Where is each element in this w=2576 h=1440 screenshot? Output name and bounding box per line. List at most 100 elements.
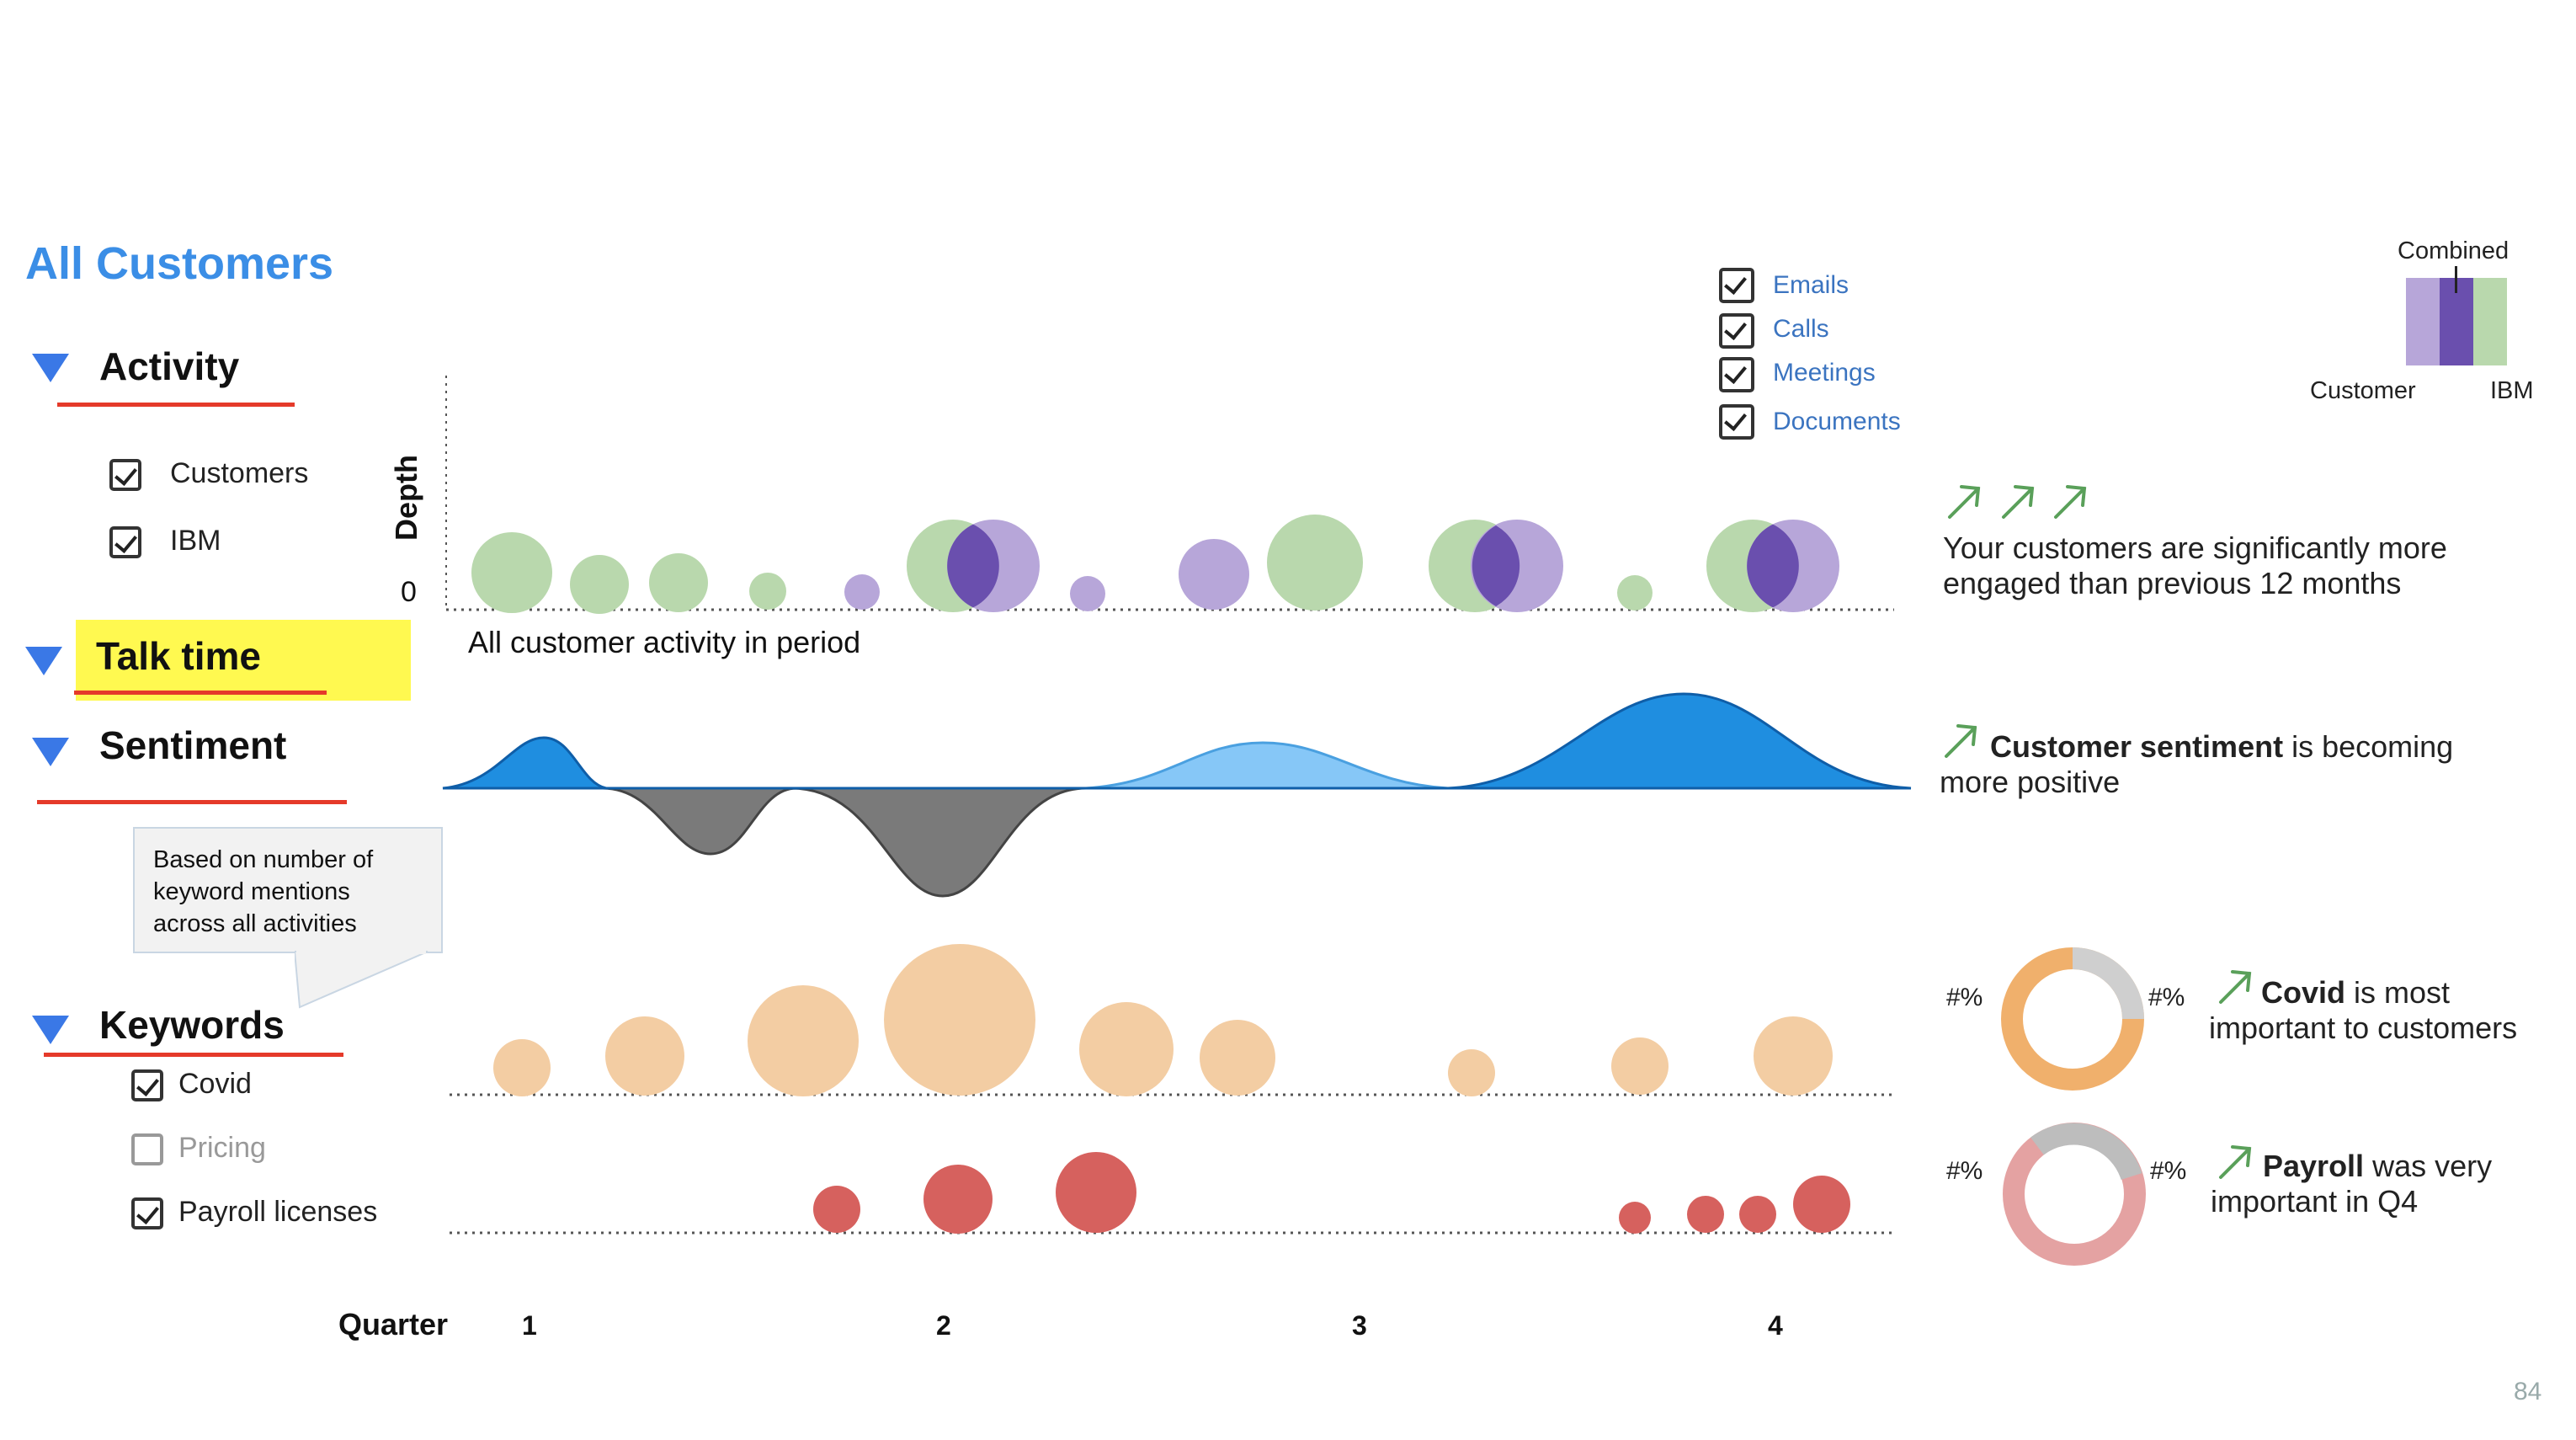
payroll-bubble	[1739, 1196, 1776, 1233]
payroll-bubble	[813, 1186, 860, 1233]
payroll-bubble	[1793, 1176, 1850, 1233]
insight-payroll: Payroll was very important in Q4	[2211, 1149, 2492, 1219]
page-title: All Customers	[25, 238, 334, 289]
activity-bubble-overlap	[1706, 520, 1839, 612]
insight-activity: Your customers are significantly more en…	[1943, 531, 2447, 601]
activity-bubble-customer	[844, 574, 880, 610]
quarter-tick-1: 1	[522, 1310, 537, 1341]
tooltip-line: across all activities	[153, 910, 357, 937]
checkbox-ibm[interactable]	[109, 526, 141, 558]
checkbox-meetings[interactable]	[1719, 357, 1754, 392]
insight-line: more positive	[1940, 765, 2121, 799]
covid-bubble	[1200, 1020, 1275, 1096]
activity-bubble-ibm	[1617, 575, 1653, 611]
legend-meetings-label: Meetings	[1773, 359, 1876, 387]
filter-ibm-label: IBM	[170, 525, 221, 557]
sentiment-negative-dip	[602, 787, 797, 856]
trend-arrow-icon	[2219, 970, 2252, 1004]
talk-time-highlight	[76, 620, 411, 701]
activity-underline	[57, 403, 295, 407]
legend-customer-swatch	[2406, 278, 2440, 365]
quarter-tick-4: 4	[1768, 1310, 1783, 1341]
filter-pricing-label: Pricing	[178, 1132, 266, 1164]
quarter-tick-2: 2	[936, 1310, 951, 1341]
legend-combined-label: Combined	[2398, 237, 2509, 264]
collapse-triangle-icon[interactable]	[32, 354, 69, 382]
section-keywords-title[interactable]: Keywords	[99, 1003, 285, 1047]
payroll-bubble	[1056, 1152, 1136, 1233]
payroll-bubble	[1619, 1202, 1651, 1234]
filter-customers-label: Customers	[170, 457, 309, 489]
checkbox-calls[interactable]	[1719, 313, 1754, 349]
payroll-bubble	[1687, 1196, 1724, 1233]
y-axis-label: Depth	[389, 455, 423, 541]
filter-covid-label: Covid	[178, 1068, 252, 1100]
talk-time-underline	[74, 691, 327, 695]
insight-bold: Payroll	[2263, 1149, 2365, 1183]
checkbox-documents[interactable]	[1719, 404, 1754, 440]
legend-calls-label: Calls	[1773, 315, 1829, 343]
legend-ibm-label: IBM	[2490, 377, 2534, 404]
covid-bubble	[1611, 1037, 1669, 1095]
legend-ibm-swatch	[2473, 278, 2507, 365]
collapse-triangle-icon[interactable]	[32, 1016, 69, 1044]
covid-right-percent: #%	[2148, 984, 2185, 1011]
checkbox-customers[interactable]	[109, 459, 141, 491]
sentiment-negative-dip	[790, 787, 1087, 898]
tooltip-line: keyword mentions	[153, 878, 350, 905]
checkbox-payroll-licenses[interactable]	[131, 1197, 163, 1229]
activity-caption: All customer activity in period	[468, 625, 861, 659]
collapse-triangle-icon[interactable]	[32, 738, 69, 766]
trend-arrow-icon	[2219, 1145, 2252, 1179]
checkbox-pricing[interactable]	[131, 1133, 163, 1165]
filter-payroll-licenses-label: Payroll licenses	[178, 1196, 378, 1228]
legend-pointer-line	[2455, 266, 2457, 293]
insight-bold: Customer sentiment	[1990, 729, 2284, 764]
legend-customer-label: Customer	[2310, 377, 2416, 404]
trend-arrow-icon	[1945, 724, 1977, 758]
payroll-bubble	[923, 1165, 993, 1234]
covid-donut-chart	[2001, 947, 2144, 1091]
section-sentiment-title[interactable]: Sentiment	[99, 723, 287, 767]
x-axis-label: Quarter	[338, 1307, 449, 1341]
insight-line: important in Q4	[2211, 1184, 2419, 1219]
insight-line: engaged than previous 12 months	[1943, 566, 2402, 600]
covid-bubble	[884, 944, 1035, 1096]
checkbox-emails[interactable]	[1719, 268, 1754, 303]
checkbox-covid[interactable]	[131, 1069, 163, 1101]
insight-line: Your customers are significantly more	[1943, 531, 2447, 565]
sentiment-positive-peak	[1447, 692, 1912, 790]
insight-text: is most	[2345, 975, 2451, 1010]
activity-bubble-overlap	[907, 520, 1040, 612]
insight-covid: Covid is most important to customers	[2209, 975, 2517, 1046]
activity-bubble-ibm	[1267, 515, 1363, 611]
sentiment-underline	[37, 800, 347, 804]
covid-bubble	[748, 985, 859, 1096]
sentiment-tooltip: Based on number of keyword mentions acro…	[133, 827, 443, 953]
insight-sentiment: Customer sentiment is becoming more posi…	[1940, 729, 2453, 800]
payroll-left-percent: #%	[1946, 1157, 1983, 1185]
y-axis-zero-label: 0	[401, 576, 417, 608]
payroll-right-percent: #%	[2150, 1157, 2187, 1185]
section-talk-time-title[interactable]: Talk time	[96, 634, 261, 678]
covid-bubble	[1754, 1016, 1833, 1096]
insight-line: important to customers	[2209, 1011, 2518, 1045]
activity-bubble-ibm	[749, 573, 786, 610]
tooltip-line: Based on number of	[153, 846, 374, 873]
keywords-underline	[44, 1053, 343, 1057]
covid-bubble	[1079, 1002, 1174, 1096]
y-axis-label-wrap: Depth	[386, 451, 428, 544]
activity-bubble-customer	[1070, 576, 1105, 611]
section-activity-title[interactable]: Activity	[99, 344, 240, 388]
trend-arrows-icon	[1948, 485, 2087, 519]
insight-text: was very	[2364, 1149, 2493, 1183]
insight-text: is becoming	[2283, 729, 2454, 764]
payroll-donut-chart	[2003, 1123, 2146, 1266]
activity-bubble-ibm	[649, 553, 708, 612]
legend-emails-label: Emails	[1773, 271, 1850, 299]
collapse-triangle-icon[interactable]	[25, 647, 62, 675]
sentiment-positive-peak	[442, 736, 607, 790]
covid-bubble	[1448, 1049, 1495, 1096]
activity-bubble-ibm	[471, 532, 552, 613]
